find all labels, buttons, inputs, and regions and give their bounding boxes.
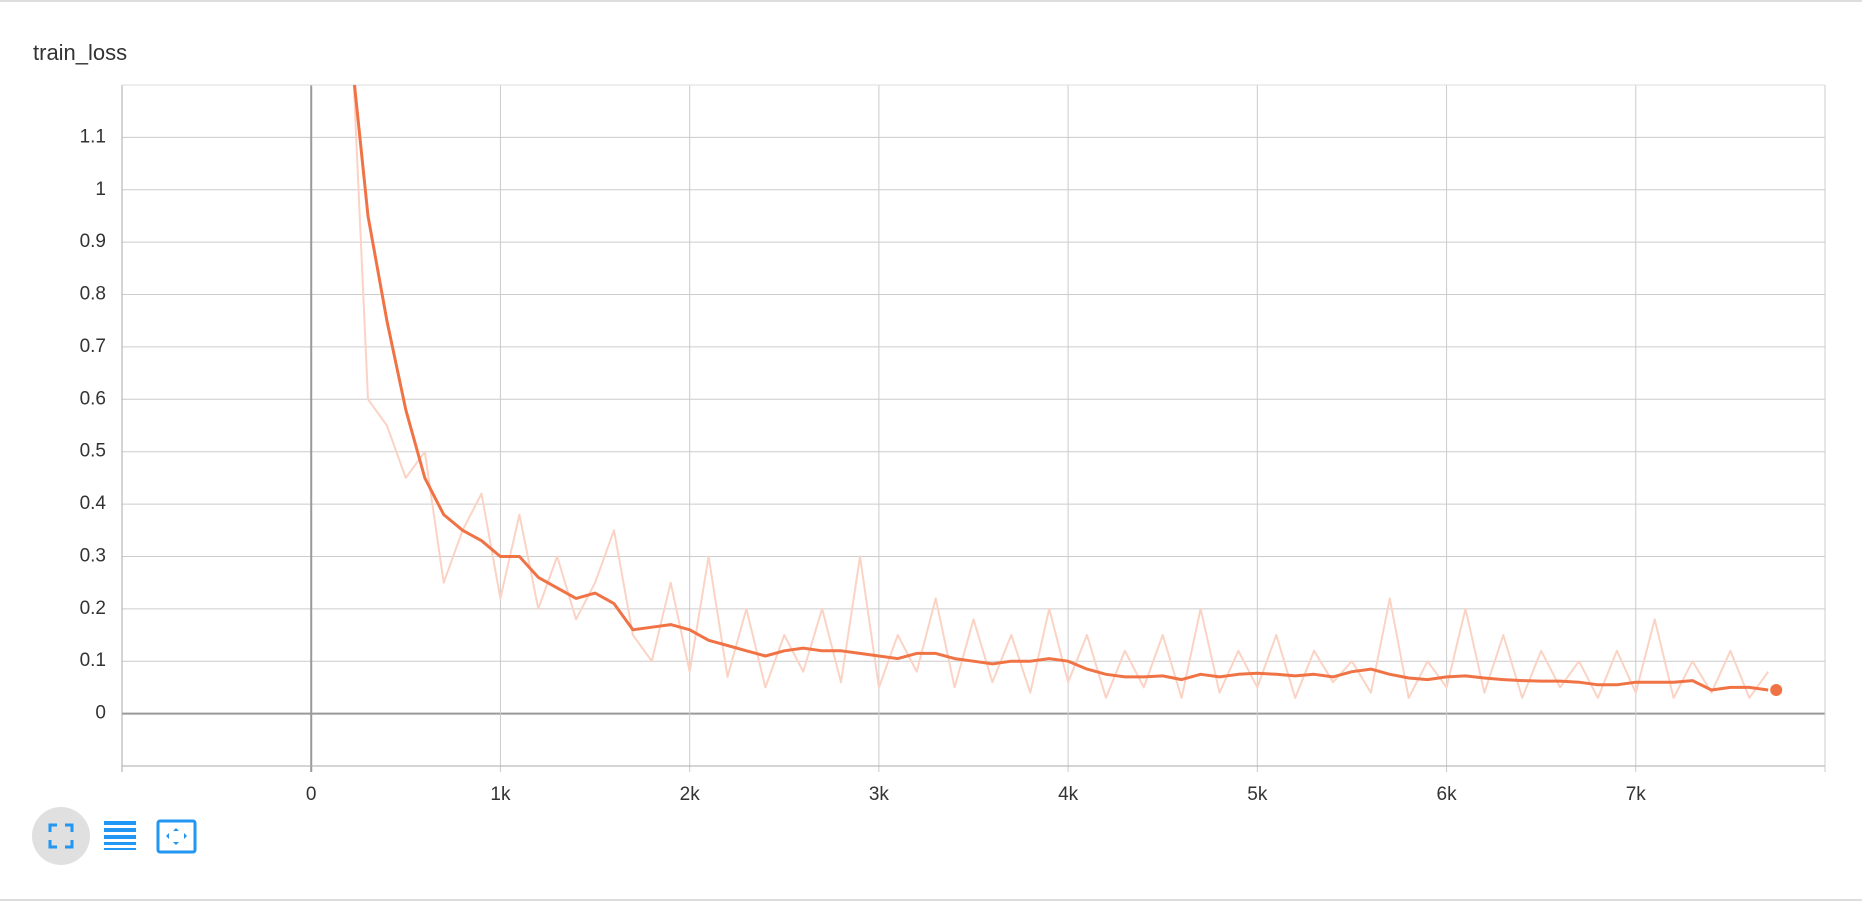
y-tick-label: 0.5	[80, 441, 106, 462]
chart-title: train_loss	[33, 40, 127, 65]
y-tick-label: 0.9	[80, 231, 106, 252]
x-tick-label: 0	[306, 784, 317, 805]
x-tick-label: 1k	[490, 784, 511, 805]
y-tick-label: 0.4	[80, 493, 107, 514]
y-tick-label: 0.8	[80, 284, 106, 305]
x-tick-label: 3k	[869, 784, 890, 805]
y-tick-label: 0.2	[80, 598, 106, 619]
y-tick-label: 0.1	[80, 650, 106, 671]
y-tick-label: 0.7	[80, 336, 106, 357]
last-point	[1770, 684, 1783, 697]
x-tick-label: 2k	[680, 784, 701, 805]
y-tick-label: 0.6	[80, 388, 106, 409]
x-tick-label: 7k	[1626, 784, 1647, 805]
fit-domain-button[interactable]	[156, 819, 197, 854]
x-tick-label: 4k	[1058, 784, 1079, 805]
data-table-button[interactable]	[104, 821, 136, 850]
fullscreen-button[interactable]	[32, 807, 90, 865]
series	[352, 85, 1769, 692]
smoothed-line	[352, 85, 1769, 692]
y-tick-label: 1	[95, 179, 106, 200]
raw-line	[352, 85, 1770, 699]
y-tick-label: 0.3	[80, 545, 106, 566]
y-tick-label: 1.1	[80, 126, 106, 147]
series	[352, 85, 1770, 699]
y-tick-label: 0	[95, 703, 106, 724]
plot: 0 0.1 0.2 0.3 0.4 0.5 0.6 0.7 0.8 0.9 1 1.1 0 1k 2k 3k 4…	[80, 84, 1826, 805]
x-tick-label: 6k	[1437, 784, 1458, 805]
x-tick-label: 5k	[1247, 784, 1268, 805]
